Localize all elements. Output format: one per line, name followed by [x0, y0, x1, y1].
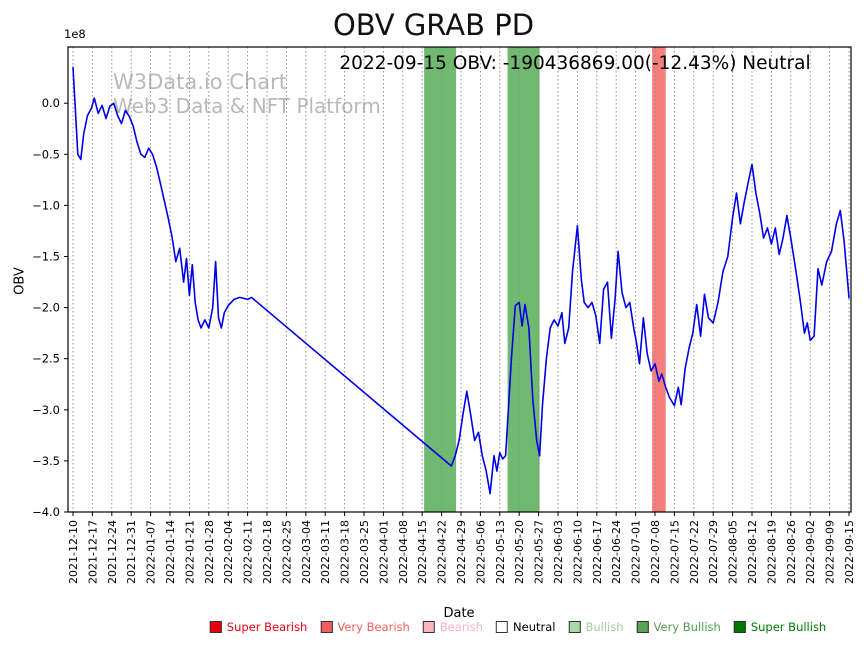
x-tick-label: 2022-09-09	[824, 520, 837, 584]
x-tick-label: 2022-08-05	[727, 520, 740, 584]
y-tick-label: −1.0	[32, 198, 60, 212]
y-tick-label: −2.0	[32, 301, 60, 315]
obv-line	[72, 66, 850, 495]
x-tick-label: 2022-03-04	[300, 520, 313, 584]
legend-label: Very Bullish	[653, 620, 721, 634]
legend-label: Bullish	[585, 620, 624, 634]
legend-item-bearish: Bearish	[422, 620, 484, 634]
x-tick-label: 2022-08-19	[765, 520, 778, 584]
axes-frame	[67, 46, 852, 513]
obv-annotation: 2022-09-15 OBV: -190436869.00(-12.43%) N…	[339, 53, 811, 74]
x-tick-label: 2022-06-17	[591, 520, 604, 584]
legend-item-neutral: Neutral	[496, 620, 555, 634]
legend-label: Neutral	[513, 620, 556, 634]
x-tick-label: 2022-02-25	[280, 520, 293, 584]
x-tick-label: 2022-07-01	[630, 520, 643, 584]
legend-label: Super Bullish	[750, 620, 827, 634]
x-tick-label: 2022-05-20	[513, 520, 526, 584]
legend-swatch	[568, 621, 581, 633]
legend-swatch	[496, 621, 509, 633]
x-tick-label: 2022-08-26	[785, 520, 798, 584]
legend-label: Bearish	[439, 620, 484, 634]
x-tick-label: 2022-01-28	[203, 520, 216, 584]
x-tick-label: 2022-01-07	[145, 520, 158, 584]
x-tick-label: 2022-07-08	[649, 520, 662, 584]
y-tick-label: −3.5	[32, 454, 60, 468]
legend-swatch	[733, 621, 746, 633]
x-tick-label: 2022-01-14	[164, 520, 177, 584]
y-axis-offset-text: 1e8	[64, 27, 86, 41]
legend-swatch	[209, 621, 222, 633]
x-tick-label: 2022-02-11	[242, 520, 255, 584]
legend-swatch	[636, 621, 649, 633]
legend-item-super-bearish: Super Bearish	[209, 620, 308, 634]
x-tick-label: 2022-05-13	[494, 520, 507, 584]
x-tick-label: 2022-05-06	[474, 520, 487, 584]
x-tick-label: 2022-07-15	[668, 520, 681, 584]
legend: Super Bearish Very Bearish Bearish Neutral B…	[209, 620, 827, 634]
watermark-line1: W3Data.io Chart	[113, 70, 288, 94]
y-tick-label: 0.0	[42, 96, 60, 110]
x-tick-label: 2022-09-02	[804, 520, 817, 584]
y-tick-label: −2.5	[32, 352, 60, 366]
legend-swatch	[320, 621, 333, 633]
x-tick-label: 2022-07-22	[688, 520, 701, 584]
y-tick-label: −1.5	[32, 250, 60, 264]
x-tick-label: 2022-05-27	[533, 520, 546, 584]
x-tick-label: 2022-06-10	[571, 520, 584, 584]
x-tick-label: 2021-12-10	[67, 520, 80, 584]
legend-label: Very Bearish	[337, 620, 410, 634]
x-tick-label: 2022-04-29	[455, 520, 468, 584]
x-tick-label: 2022-03-11	[319, 520, 332, 584]
y-tick-label: −3.0	[32, 403, 60, 417]
watermark-line2: Web3 Data & NFT Platform	[113, 94, 381, 118]
x-tick-label: 2022-01-21	[183, 520, 196, 584]
x-tick-label: 2022-08-12	[746, 520, 759, 584]
x-tick-label: 2022-04-08	[397, 520, 410, 584]
signal-band	[507, 47, 540, 512]
legend-item-super-bullish: Super Bullish	[733, 620, 827, 634]
x-tick-label: 2021-12-31	[125, 520, 138, 584]
legend-item-very-bearish: Very Bearish	[320, 620, 410, 634]
x-tick-label: 2022-06-03	[552, 520, 565, 584]
signal-band	[652, 47, 666, 512]
x-tick-label: 2021-12-24	[106, 520, 119, 584]
x-tick-label: 2022-03-18	[339, 520, 352, 584]
x-tick-label: 2021-12-17	[86, 520, 99, 584]
chart-title: OBV GRAB PD	[332, 8, 535, 42]
x-tick-label: 2022-04-22	[436, 520, 449, 584]
x-tick-label: 2022-03-25	[358, 520, 371, 584]
legend-swatch	[422, 621, 435, 633]
legend-item-bullish: Bullish	[568, 620, 624, 634]
y-tick-label: −0.5	[32, 147, 60, 161]
x-tick-label: 2022-06-24	[610, 520, 623, 584]
x-tick-label: 2022-04-01	[377, 520, 390, 584]
legend-item-very-bullish: Very Bullish	[636, 620, 721, 634]
x-tick-label: 2022-02-18	[261, 520, 274, 584]
x-tick-label: 2022-09-15	[843, 520, 856, 584]
legend-label: Super Bearish	[226, 620, 308, 634]
y-tick-label: −4.0	[32, 505, 60, 519]
x-tick-label: 2022-04-15	[416, 520, 429, 584]
x-tick-label: 2022-02-04	[222, 520, 235, 584]
x-axis-label: Date	[443, 606, 475, 621]
signal-band	[424, 47, 457, 512]
x-tick-label: 2022-07-29	[707, 520, 720, 584]
